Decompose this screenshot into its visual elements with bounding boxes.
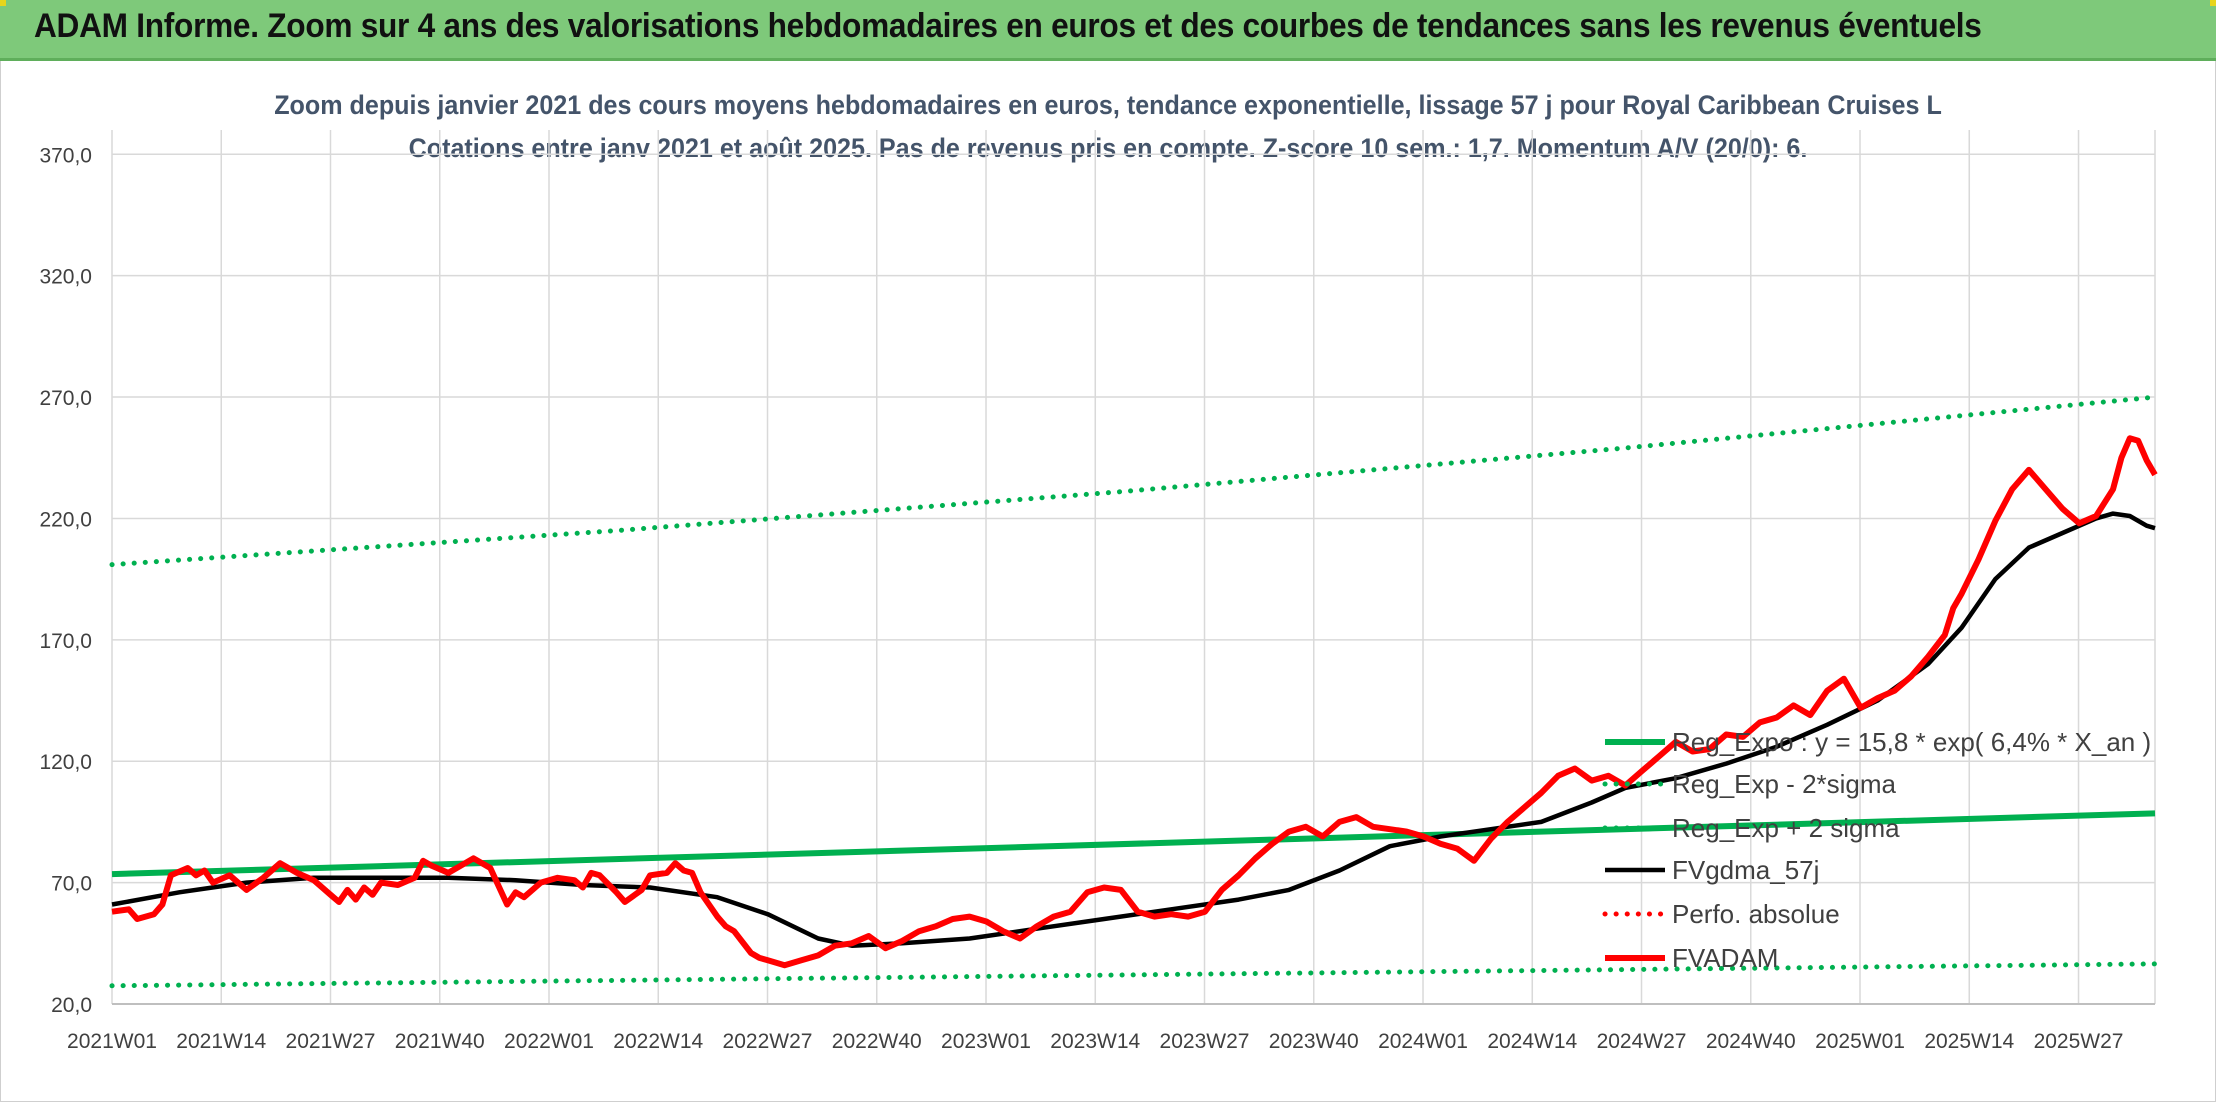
banner-corner-left bbox=[0, 0, 6, 6]
x-tick-label: 2022W40 bbox=[832, 1030, 922, 1053]
legend-label: Reg_Exp + 2 sigma bbox=[1672, 813, 1900, 843]
series-line-reg-exp-2-sigma bbox=[109, 394, 2158, 568]
x-tick-label: 2021W27 bbox=[286, 1030, 376, 1053]
banner-corner-right bbox=[2210, 0, 2216, 6]
legend-label: Reg_Expo : y = 15,8 * exp( 6,4% * X_an ) bbox=[1672, 727, 2151, 757]
y-tick-label: 20,0 bbox=[51, 994, 92, 1017]
x-tick-label: 2022W14 bbox=[613, 1030, 703, 1053]
y-tick-label: 220,0 bbox=[39, 508, 92, 531]
legend: Reg_Expo : y = 15,8 * exp( 6,4% * X_an )… bbox=[1602, 727, 2151, 973]
chart-title: Zoom depuis janvier 2021 des cours moyen… bbox=[274, 90, 1942, 120]
y-tick-label: 320,0 bbox=[39, 266, 92, 289]
x-tick-label: 2025W14 bbox=[1924, 1030, 2014, 1053]
banner-title: ADAM Informe. Zoom sur 4 ans des valoris… bbox=[34, 7, 1982, 45]
series-group bbox=[109, 394, 2158, 989]
x-tick-label: 2023W01 bbox=[941, 1030, 1031, 1053]
x-tick-label: 2025W01 bbox=[1815, 1030, 1905, 1053]
x-tick-label: 2024W40 bbox=[1706, 1030, 1796, 1053]
y-axis-ticks: 20,0 70,0 120,0 170,0 220,0 270,0 320,0 370,0 bbox=[39, 144, 92, 1017]
x-tick-label: 2023W40 bbox=[1269, 1030, 1359, 1053]
x-tick-label: 2023W27 bbox=[1160, 1030, 1250, 1053]
y-tick-label: 70,0 bbox=[51, 873, 92, 896]
header-banner: ADAM Informe. Zoom sur 4 ans des valoris… bbox=[0, 0, 2216, 61]
y-tick-label: 370,0 bbox=[39, 144, 92, 167]
x-tick-label: 2023W14 bbox=[1050, 1030, 1140, 1053]
legend-label: FVgdma_57j bbox=[1672, 855, 1819, 885]
x-tick-label: 2024W14 bbox=[1487, 1030, 1577, 1053]
chart-subtitle: Cotations entre janv 2021 et août 2025. … bbox=[408, 133, 1808, 163]
series-line-fvgdma-57j bbox=[111, 511, 2156, 948]
x-tick-label: 2025W27 bbox=[2034, 1030, 2124, 1053]
series-line-reg-exp-2-sigma bbox=[109, 961, 2158, 989]
series-line-fvadam bbox=[111, 435, 2158, 969]
y-tick-label: 170,0 bbox=[39, 630, 92, 653]
series-line-reg-expo-y-15-8-exp-6-4-x-an bbox=[111, 810, 2156, 878]
x-tick-label: 2022W27 bbox=[723, 1030, 813, 1053]
legend-label: Reg_Exp - 2*sigma bbox=[1672, 769, 1897, 799]
x-tick-label: 2021W14 bbox=[176, 1030, 266, 1053]
y-tick-label: 270,0 bbox=[39, 387, 92, 410]
y-tick-label: 120,0 bbox=[39, 751, 92, 774]
legend-label: Perfo. absolue bbox=[1672, 899, 1840, 929]
grid-lines bbox=[111, 130, 2156, 1005]
x-tick-label: 2024W01 bbox=[1378, 1030, 1468, 1053]
legend-label: FVADAM bbox=[1672, 943, 1778, 973]
x-tick-label: 2021W40 bbox=[395, 1030, 485, 1053]
x-tick-label: 2022W01 bbox=[504, 1030, 594, 1053]
x-tick-label: 2024W27 bbox=[1597, 1030, 1687, 1053]
x-tick-label: 2021W01 bbox=[67, 1030, 157, 1053]
x-axis-ticks: 2021W01 2021W14 2021W27 2021W40 2022W01 2022W… bbox=[67, 1030, 2123, 1053]
